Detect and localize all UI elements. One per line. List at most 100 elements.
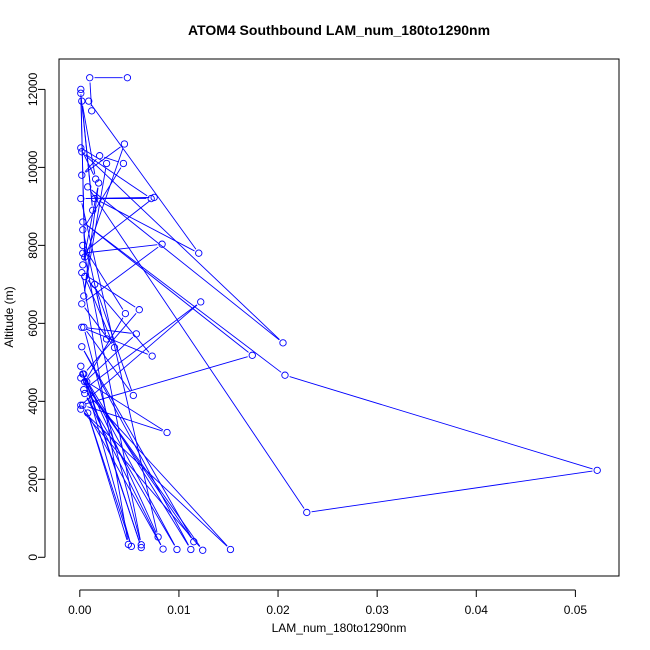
data-point bbox=[137, 543, 145, 552]
series-line-segment bbox=[80, 98, 93, 206]
data-point bbox=[85, 97, 93, 105]
data-point bbox=[199, 546, 207, 554]
data-point bbox=[84, 183, 92, 191]
series-line-segment bbox=[289, 376, 593, 470]
series-line-segment bbox=[84, 154, 280, 340]
series-line-segment bbox=[89, 82, 92, 107]
data-point bbox=[77, 362, 85, 370]
series-line-segment bbox=[83, 187, 99, 261]
series-line-segment bbox=[84, 158, 97, 172]
chart-title: ATOM4 Southbound LAM_num_180to1290nm bbox=[188, 22, 490, 38]
series-line-segment bbox=[98, 200, 195, 252]
data-point bbox=[248, 351, 256, 359]
series-line-segment bbox=[80, 94, 86, 253]
series-line-segment bbox=[86, 327, 132, 334]
series-line-segment bbox=[90, 190, 305, 509]
data-point bbox=[281, 371, 289, 379]
y-tick-label: 8000 bbox=[26, 232, 40, 259]
data-point bbox=[78, 300, 86, 308]
data-point bbox=[91, 194, 99, 203]
x-tick-label: 0.01 bbox=[167, 603, 191, 617]
series-line-segment bbox=[86, 200, 151, 251]
data-point bbox=[158, 240, 166, 248]
series-line-segment bbox=[83, 350, 189, 546]
series-line-segment bbox=[90, 384, 164, 431]
y-tick-label: 4000 bbox=[26, 388, 40, 415]
data-point bbox=[80, 370, 88, 378]
data-point bbox=[81, 378, 89, 386]
series-line-segment bbox=[91, 189, 280, 341]
data-point bbox=[102, 159, 111, 168]
series-line-segment bbox=[84, 377, 189, 546]
series-layer bbox=[77, 74, 601, 554]
series-line-segment bbox=[84, 378, 176, 546]
data-point bbox=[81, 389, 89, 398]
data-point bbox=[79, 401, 87, 409]
data-point bbox=[89, 206, 97, 214]
data-point bbox=[132, 330, 140, 338]
data-point bbox=[137, 541, 145, 549]
data-point bbox=[154, 533, 162, 541]
data-point bbox=[77, 85, 85, 94]
data-point bbox=[78, 323, 86, 331]
series-line-segment bbox=[81, 370, 141, 544]
data-point bbox=[119, 159, 128, 168]
series-line-segment bbox=[86, 330, 131, 392]
series-line-segment bbox=[83, 249, 141, 541]
data-point bbox=[173, 545, 181, 554]
series-line-segment bbox=[88, 417, 128, 540]
y-axis: 0 2000 4000 6000 8000 10000 12000 bbox=[26, 72, 46, 561]
data-point bbox=[88, 107, 96, 115]
series-line-segment bbox=[86, 317, 124, 378]
data-point bbox=[78, 171, 86, 179]
x-axis-label: LAM_num_180to1290nm bbox=[272, 621, 407, 635]
data-point bbox=[83, 378, 91, 386]
series-line-segment bbox=[86, 397, 175, 546]
x-axis: 0.00 0.01 0.02 0.03 0.04 0.05 bbox=[68, 589, 587, 617]
series-line-segment bbox=[311, 470, 593, 513]
y-tick-label: 2000 bbox=[26, 466, 40, 493]
series-line-segment bbox=[84, 249, 124, 310]
data-point bbox=[190, 538, 198, 546]
data-point bbox=[79, 241, 87, 250]
data-point bbox=[79, 249, 87, 257]
data-point bbox=[110, 343, 119, 352]
data-point bbox=[78, 97, 86, 105]
data-point bbox=[77, 405, 85, 413]
x-tick-label: 0.04 bbox=[465, 603, 489, 617]
data-point bbox=[92, 175, 100, 183]
series-line-segment bbox=[86, 224, 249, 353]
y-tick-label: 6000 bbox=[26, 310, 40, 337]
series-line-segment bbox=[86, 328, 148, 355]
series-line-segment bbox=[85, 378, 157, 533]
data-point bbox=[121, 309, 130, 318]
data-point bbox=[187, 545, 195, 554]
data-point bbox=[78, 148, 86, 156]
data-point bbox=[79, 261, 87, 269]
data-point bbox=[95, 152, 104, 160]
x-tick-label: 0.03 bbox=[365, 603, 389, 617]
series-line-segment bbox=[81, 203, 158, 533]
data-point bbox=[80, 323, 88, 331]
series-line-segment bbox=[104, 156, 120, 163]
data-point bbox=[102, 335, 111, 343]
series-line-segment bbox=[86, 313, 137, 371]
data-point bbox=[84, 409, 92, 417]
data-point bbox=[195, 249, 203, 257]
data-point bbox=[163, 428, 171, 437]
data-point bbox=[81, 272, 89, 281]
x-tick-label: 0.02 bbox=[266, 603, 290, 617]
plot-frame bbox=[58, 58, 620, 577]
x-tick-label: 0.00 bbox=[68, 603, 92, 617]
data-point bbox=[81, 253, 89, 261]
y-tick-label: 12000 bbox=[26, 72, 40, 106]
data-point bbox=[135, 306, 143, 314]
data-point bbox=[77, 401, 85, 409]
data-point bbox=[124, 540, 133, 549]
series-line-segment bbox=[83, 412, 228, 547]
data-point bbox=[80, 292, 88, 300]
y-axis-label: Altitude (m) bbox=[2, 286, 16, 347]
series-line-segment bbox=[86, 280, 114, 344]
data-point bbox=[86, 74, 94, 82]
